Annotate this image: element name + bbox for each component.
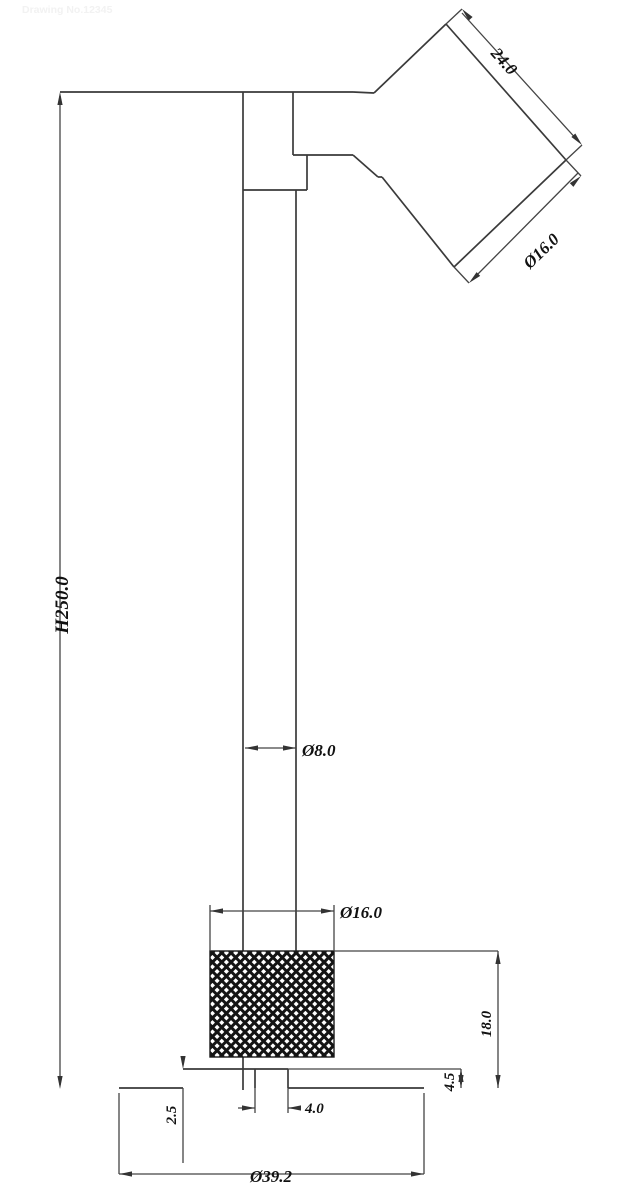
svg-text:Ø8.0: Ø8.0 [301,741,336,760]
svg-text:Drawing No.12345: Drawing No.12345 [22,4,113,16]
svg-text:H250.0: H250.0 [52,576,73,635]
svg-text:18.0: 18.0 [479,1010,495,1037]
svg-text:4.5: 4.5 [442,1072,458,1092]
svg-text:4.0: 4.0 [304,1101,324,1117]
svg-text:Ø16.0: Ø16.0 [339,903,383,922]
svg-text:2.5: 2.5 [164,1105,180,1125]
svg-text:Ø39.2: Ø39.2 [249,1167,293,1186]
